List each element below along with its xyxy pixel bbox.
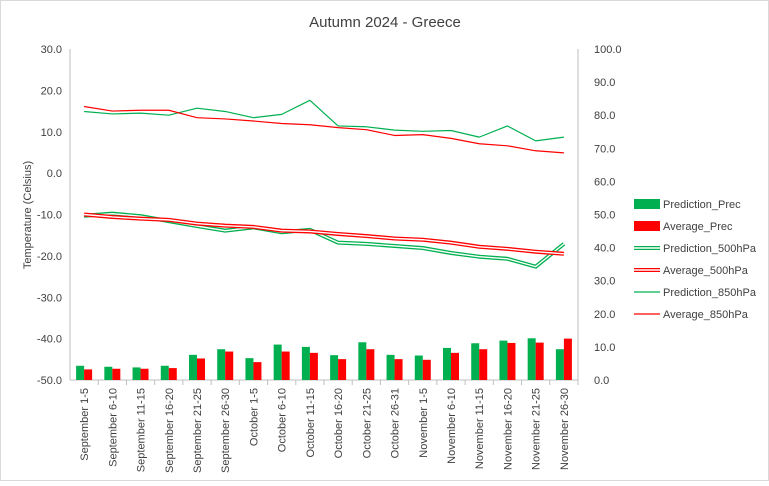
bar-average-prec	[84, 369, 93, 380]
y-tick-label: 0.0	[47, 168, 62, 180]
legend-prediction-500hpa-label: Prediction_500hPa	[663, 243, 757, 255]
x-tick-label: October 6-10	[277, 388, 289, 452]
bar-average-prec	[338, 359, 347, 380]
legend: Prediction_Prec Average_Prec Prediction_50…	[634, 199, 757, 321]
x-tick-label: November 26-30	[559, 388, 571, 470]
x-tick-label: September 16-20	[164, 388, 176, 473]
line-average-850hpa	[84, 105, 564, 154]
bar-prediction-prec	[555, 349, 564, 380]
bar-average-prec	[394, 359, 403, 380]
bar-average-prec	[422, 359, 431, 380]
legend-prediction-prec-swatch	[634, 199, 660, 209]
y-tick-label: -20.0	[37, 251, 62, 263]
bar-average-prec	[507, 342, 516, 380]
bar-prediction-prec	[499, 340, 508, 380]
bar-average-prec	[112, 368, 121, 380]
x-tick-label: November 11-15	[474, 388, 486, 469]
legend-average-850hpa-label: Average_850hPa	[663, 309, 749, 321]
y-tick-label: 20.0	[41, 85, 62, 97]
bar-prediction-prec	[189, 354, 197, 380]
y-axis-title: Temperature (Celsius)	[22, 161, 34, 269]
x-tick-label: September 11-15	[136, 388, 148, 472]
bar-prediction-prec	[414, 355, 423, 380]
y2-tick-label: 10.0	[594, 342, 615, 354]
y2-tick-label: 80.0	[594, 110, 615, 122]
bar-prediction-prec	[330, 355, 339, 380]
bar-prediction-prec	[76, 365, 85, 380]
x-tick-label: November 1-5	[418, 388, 430, 458]
bar-average-prec	[168, 368, 177, 380]
bar-prediction-prec	[386, 354, 395, 380]
bar-prediction-prec	[160, 365, 169, 380]
y2-tick-label: 70.0	[594, 143, 615, 155]
x-tick-label: September 26-30	[220, 388, 232, 473]
bar-prediction-prec	[132, 367, 141, 380]
plot-area: 30.0 20.0 10.0 0.0 -10.0 -20.0 -30.0 -40.0 -50.0…	[37, 44, 622, 473]
y-tick-label: -10.0	[37, 210, 62, 222]
y-tick-label: -40.0	[37, 334, 62, 346]
bar-average-prec	[281, 351, 290, 380]
y-tick-label: -50.0	[37, 375, 62, 387]
y2-tick-label: 40.0	[594, 243, 615, 255]
y2-tick-label: 50.0	[594, 210, 615, 222]
line-average-500hpa-inner	[84, 213, 564, 255]
x-tick-label: September 21-25	[192, 388, 204, 473]
bar-prediction-prec	[471, 343, 480, 380]
bar-prediction-prec	[301, 346, 310, 380]
legend-average-prec-swatch	[634, 221, 660, 231]
y2-tick-label: 60.0	[594, 176, 615, 188]
bar-prediction-prec	[104, 366, 113, 380]
chart-title: Autumn 2024 - Greece	[309, 14, 461, 31]
legend-average-prec-label: Average_Prec	[663, 221, 733, 233]
bar-average-prec	[309, 352, 318, 380]
x-tick-label: November 6-10	[446, 388, 458, 464]
bar-average-prec	[197, 358, 205, 380]
bar-prediction-prec	[217, 349, 226, 380]
y2-tick-label: 90.0	[594, 77, 615, 89]
y-tick-label: 30.0	[41, 44, 62, 56]
x-tick-label: October 11-15	[305, 388, 317, 458]
bar-average-prec	[140, 368, 149, 380]
x-tick-label: November 16-20	[502, 388, 514, 470]
y2-tick-label: 0.0	[594, 375, 609, 387]
x-tick-label: September 1-5	[79, 388, 91, 461]
legend-prediction-850hpa-label: Prediction_850hPa	[663, 287, 757, 299]
y-tick-label: 10.0	[41, 127, 62, 139]
bar-average-prec	[451, 352, 459, 380]
bar-prediction-prec	[443, 347, 451, 380]
bar-average-prec	[563, 338, 572, 380]
x-tick-label: September 6-10	[107, 388, 119, 467]
bar-prediction-prec	[527, 338, 536, 380]
x-tick-label: November 21-25	[531, 388, 543, 470]
x-tick-label: October 16-20	[333, 388, 345, 458]
legend-prediction-prec-label: Prediction_Prec	[663, 199, 741, 211]
y2-tick-label: 100.0	[594, 44, 622, 56]
x-tick-label: October 21-25	[361, 388, 373, 458]
bar-average-prec	[225, 351, 234, 380]
bar-prediction-prec	[358, 342, 367, 380]
bar-average-prec	[535, 342, 544, 380]
bar-average-prec	[253, 362, 262, 380]
line-prediction-850hpa	[84, 99, 564, 142]
x-tick-label: October 1-5	[248, 388, 260, 446]
bar-prediction-prec	[245, 358, 254, 380]
bar-average-prec	[479, 349, 488, 380]
y-tick-label: -30.0	[37, 292, 62, 304]
y2-tick-label: 30.0	[594, 276, 615, 288]
x-tick-label: October 26-31	[390, 388, 402, 458]
bar-prediction-prec	[273, 344, 282, 380]
bar-average-prec	[366, 349, 375, 380]
y2-tick-label: 20.0	[594, 309, 615, 321]
legend-average-500hpa-label: Average_500hPa	[663, 265, 749, 277]
